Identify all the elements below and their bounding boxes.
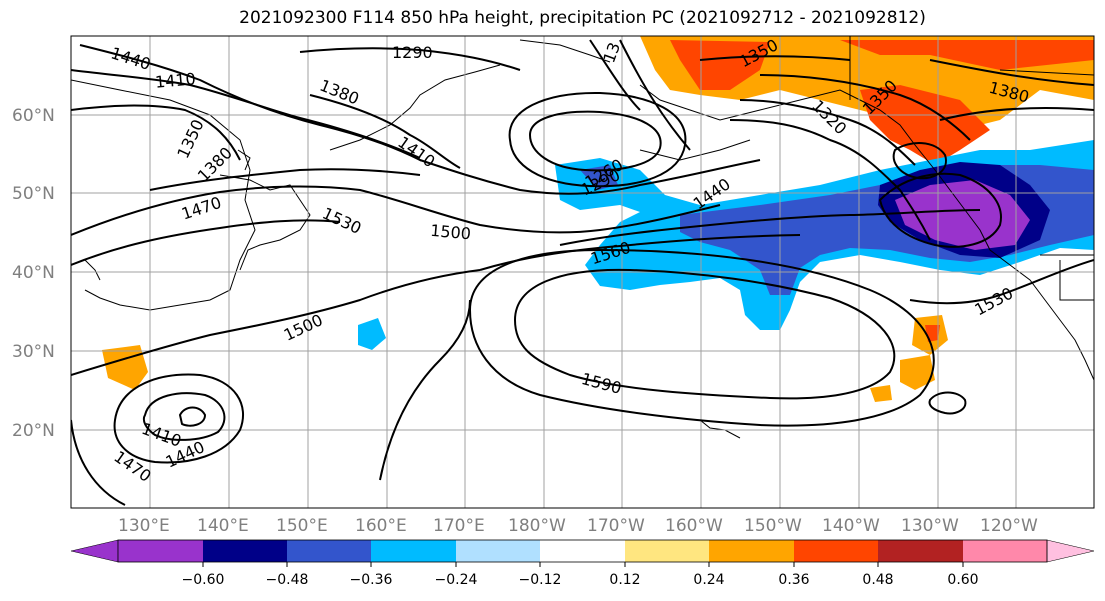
lat-label: 20°N — [12, 421, 55, 441]
colorbar-extend-high — [1046, 539, 1095, 563]
lat-label: 60°N — [12, 106, 55, 126]
colorbar-segment — [709, 540, 794, 562]
lon-label: 150°W — [744, 516, 802, 536]
colorbar-tick-label: −0.48 — [266, 572, 309, 588]
colorbar-tick-label: 0.12 — [609, 572, 640, 588]
colorbar-segment — [963, 540, 1047, 562]
lon-label: 130°E — [118, 516, 170, 536]
colorbar-tick-label: −0.36 — [350, 572, 393, 588]
colorbar-segment — [118, 540, 203, 562]
colorbar-segment — [456, 540, 540, 562]
lon-label: 140°W — [822, 516, 880, 536]
colorbar-tick-label: 0.60 — [947, 572, 978, 588]
graticule — [71, 36, 1094, 508]
contour-label: 1500 — [429, 221, 471, 243]
colorbar-segment — [371, 540, 456, 562]
colorbar-segment — [625, 540, 709, 562]
colorbar-tick-label: 0.36 — [778, 572, 809, 588]
colorbar-segment — [878, 540, 963, 562]
colorbar-tick-label: −0.60 — [182, 572, 225, 588]
latitude-labels: 60°N 50°N 40°N 30°N 20°N — [12, 106, 55, 441]
colorbar-segment — [203, 540, 287, 562]
lon-label: 160°W — [665, 516, 723, 536]
colorbar-extend-low — [70, 539, 119, 563]
lat-label: 50°N — [12, 184, 55, 204]
lon-label: 180°W — [508, 516, 566, 536]
lat-label: 40°N — [12, 263, 55, 283]
lon-label: 160°E — [355, 516, 407, 536]
lon-label: 140°E — [197, 516, 249, 536]
lon-label: 170°W — [587, 516, 645, 536]
colorbar-segment — [540, 540, 625, 562]
colorbar-tick-label: −0.12 — [519, 572, 562, 588]
precip-shading-positive — [102, 36, 1094, 402]
colorbar-tick-label: 0.48 — [862, 572, 893, 588]
contour-label: 1410 — [154, 69, 196, 91]
map-panel: 1440 1410 1350 1380 1470 1290 1380 1410 … — [70, 35, 1095, 509]
lon-label: 120°W — [980, 516, 1038, 536]
lon-label: 170°E — [433, 516, 485, 536]
lon-label: 130°W — [901, 516, 959, 536]
map-frame — [70, 35, 1095, 509]
longitude-labels: 130°E 140°E 150°E 160°E 170°E 180°W 170°… — [118, 516, 1038, 536]
colorbar-segment — [794, 540, 878, 562]
map-title: 2021092300 F114 850 hPa height, precipit… — [239, 8, 926, 28]
height-contours — [71, 39, 1094, 506]
contour-label: 1290 — [392, 43, 433, 62]
lat-label: 30°N — [12, 342, 55, 362]
colorbar-tick-label: −0.24 — [435, 572, 478, 588]
lon-label: 150°E — [276, 516, 328, 536]
precip-shading-negative — [358, 140, 1094, 350]
colorbar-tick-label: 0.24 — [693, 572, 724, 588]
colorbar-segment — [287, 540, 371, 562]
colorbar: −0.60 −0.48 −0.36 −0.24 −0.12 0.12 0.24 … — [70, 539, 1095, 588]
